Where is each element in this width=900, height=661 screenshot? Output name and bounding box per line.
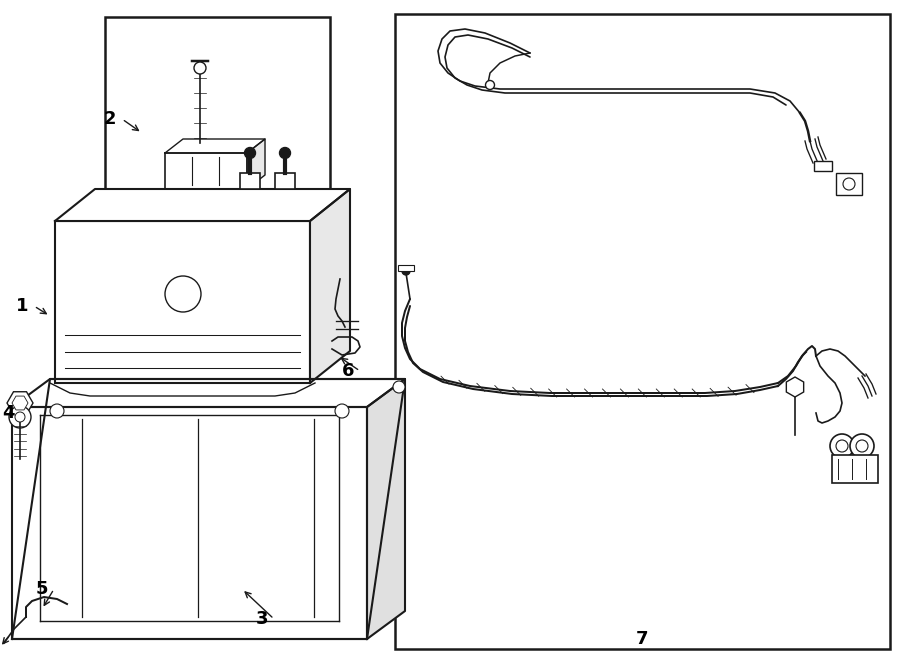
Circle shape xyxy=(165,276,201,312)
Text: 2: 2 xyxy=(104,110,116,128)
Circle shape xyxy=(194,62,206,74)
Polygon shape xyxy=(165,139,265,153)
Circle shape xyxy=(836,440,848,452)
Circle shape xyxy=(50,404,64,418)
Circle shape xyxy=(850,434,874,458)
Text: 5: 5 xyxy=(36,580,49,598)
Bar xyxy=(55,221,310,383)
Text: 7: 7 xyxy=(635,630,648,648)
Text: 1: 1 xyxy=(16,297,28,315)
Circle shape xyxy=(393,381,405,393)
FancyBboxPatch shape xyxy=(165,153,247,189)
FancyBboxPatch shape xyxy=(832,455,878,483)
Circle shape xyxy=(335,404,349,418)
Circle shape xyxy=(15,412,25,422)
FancyBboxPatch shape xyxy=(814,161,832,171)
Polygon shape xyxy=(55,189,350,221)
Circle shape xyxy=(402,267,410,275)
FancyBboxPatch shape xyxy=(398,265,414,271)
Circle shape xyxy=(280,147,291,159)
Polygon shape xyxy=(247,139,265,189)
Circle shape xyxy=(843,178,855,190)
Polygon shape xyxy=(310,189,350,383)
Polygon shape xyxy=(12,379,405,407)
Text: 4: 4 xyxy=(2,404,14,422)
Bar xyxy=(12,407,367,639)
Text: 6: 6 xyxy=(342,362,355,380)
Polygon shape xyxy=(367,379,405,639)
Circle shape xyxy=(245,147,256,159)
Circle shape xyxy=(856,440,868,452)
Circle shape xyxy=(9,406,31,428)
Bar xyxy=(395,14,890,649)
Bar xyxy=(275,173,295,189)
FancyBboxPatch shape xyxy=(836,173,862,195)
Text: 3: 3 xyxy=(256,610,268,628)
Circle shape xyxy=(485,81,494,89)
Circle shape xyxy=(830,434,854,458)
Bar xyxy=(240,173,260,189)
Bar xyxy=(105,17,330,199)
